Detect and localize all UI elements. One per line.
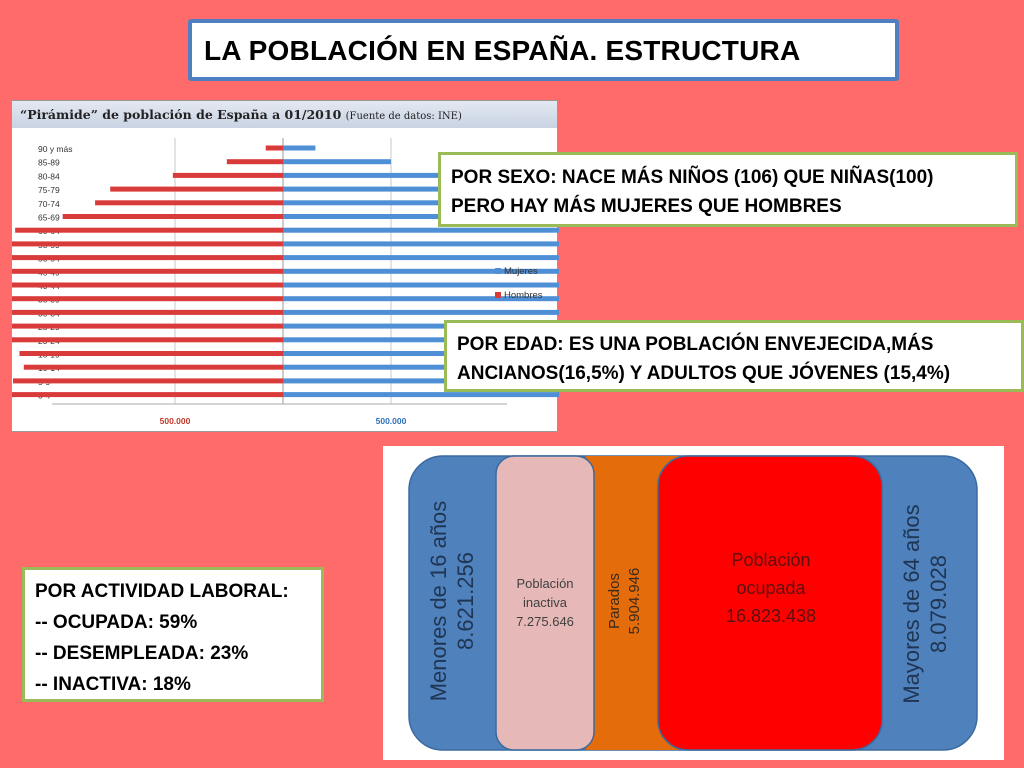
x-tick-label: 500.000 [376,416,407,426]
bar-mujeres [283,296,559,302]
legend-label: Mujeres [504,266,538,277]
sex-info-line-1: POR SEXO: NACE MÁS NIÑOS (106) QUE NIÑAS… [451,167,934,188]
bar-mujeres [283,309,559,315]
menores-label-group: Menores de 16 años 8.621.256 [426,501,478,702]
bar-hombres [265,145,283,151]
bar-hombres [23,364,284,370]
bar-mujeres [283,241,559,247]
bar-hombres [12,323,283,329]
activity-info-box: POR ACTIVIDAD LABORAL: -- OCUPADA: 59% -… [22,567,324,702]
legend-swatch [495,268,501,274]
ocupada-label: Población [731,550,810,570]
activity-info-line-1: POR ACTIVIDAD LABORAL: [35,581,289,602]
menores-value: 8.621.256 [453,552,478,650]
bar-mujeres [283,172,458,178]
bar-hombres [62,214,284,219]
pyramid-title: “Pirámide” de población de España a 01/2… [20,107,342,122]
bar-mujeres [283,378,541,384]
inactiva-block [495,455,595,751]
menores-label: Menores de 16 años [426,501,451,702]
bar-hombres [12,337,283,343]
bar-mujeres [283,159,391,165]
bar-mujeres [283,351,538,356]
inactiva-label-2: inactiva [523,595,568,610]
x-tick-label: 500.000 [160,416,191,426]
activity-info-line-4: -- INACTIVA: 18% [35,674,191,695]
bar-mujeres [283,255,559,261]
pyramid-svg: 90 y más85-8980-8475-7970-7465-6960-6455… [12,138,559,426]
activity-info-line-2: -- OCUPADA: 59% [35,612,198,633]
bar-mujeres [283,323,559,329]
bar-mujeres [283,186,510,192]
mayores-label: Mayores de 64 años [899,504,924,703]
bar-hombres [12,392,284,398]
age-info-line-2: ANCIANOS(16,5%) Y ADULTOS QUE JÓVENES (1… [457,363,951,384]
bar-hombres [12,255,284,261]
bar-mujeres [283,268,559,274]
bar-hombres [13,378,283,384]
bar-hombres [15,227,283,233]
bar-hombres [12,268,283,274]
bar-hombres [12,241,284,247]
bar-hombres [110,186,283,192]
bar-mujeres [283,282,559,288]
ocupada-value: 16.823.438 [726,606,816,626]
bar-mujeres [283,392,559,398]
activity-info-line-3: -- DESEMPLEADA: 23% [35,643,249,664]
bar-mujeres [283,145,316,151]
bar-hombres [172,172,283,178]
category-label: 75-79 [38,185,60,195]
bar-hombres [12,282,283,288]
category-label: 90 y más [38,144,73,154]
parados-label-group: Parados 5.904.946 [606,568,643,635]
bar-hombres [12,296,283,302]
inactiva-label: Población [516,576,573,591]
ocupada-label-2: ocupada [736,578,806,598]
slide-title: LA POBLACIÓN EN ESPAÑA. ESTRUCTURA [188,19,899,81]
pyramid-source: (Fuente de datos: INE) [345,111,462,122]
population-sectors-diagram: Menores de 16 años 8.621.256 Población i… [383,446,1004,760]
category-label: 80-84 [38,171,60,181]
ocupada-block [657,455,883,751]
bar-mujeres [283,364,532,370]
parados-label: Parados [606,573,623,629]
bar-hombres [12,309,284,315]
bar-mujeres [283,200,510,206]
bar-hombres [226,159,283,165]
sex-info-line-2: PERO HAY MÁS MUJERES QUE HOMBRES [451,196,842,217]
pyramid-header: “Pirámide” de población de España a 01/2… [12,101,557,128]
inactiva-value: 7.275.646 [516,614,574,629]
bar-mujeres [283,227,559,233]
parados-value: 5.904.946 [626,568,643,635]
mayores-value: 8.079.028 [926,555,951,653]
sex-info-box: POR SEXO: NACE MÁS NIÑOS (106) QUE NIÑAS… [438,152,1018,227]
bar-hombres [19,351,283,356]
bar-hombres [95,200,283,206]
legend-swatch [495,292,501,298]
sectors-svg: Menores de 16 años 8.621.256 Población i… [408,455,978,751]
category-label: 85-89 [38,158,60,168]
category-label: 70-74 [38,199,60,209]
age-info-line-1: POR EDAD: ES UNA POBLACIÓN ENVEJECIDA,MÁ… [457,334,934,355]
bar-mujeres [283,337,559,343]
age-info-box: POR EDAD: ES UNA POBLACIÓN ENVEJECIDA,MÁ… [444,320,1024,392]
category-label: 65-69 [38,213,60,223]
legend-label: Hombres [504,290,543,301]
mayores-label-group: Mayores de 64 años 8.079.028 [899,504,951,703]
bar-mujeres [283,214,530,219]
